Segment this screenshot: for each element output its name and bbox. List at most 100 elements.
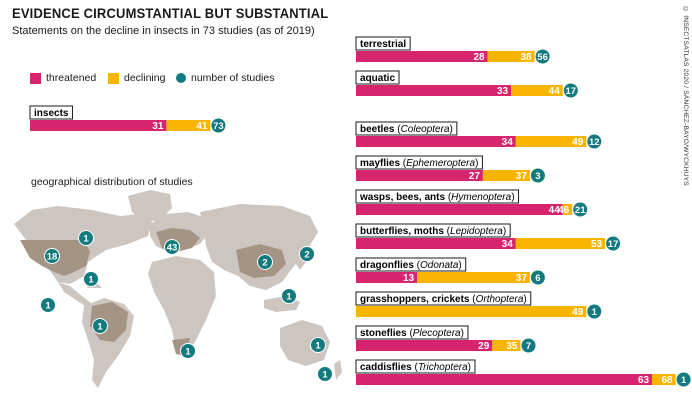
bar-row-9-label-latin-close: ) [461, 328, 464, 339]
bar-row-8-studies-dot [587, 304, 602, 319]
map-marker-europe: 43 [164, 239, 180, 255]
bar-row-5-label-box [355, 189, 520, 204]
bar-row-3-bar-declining [515, 136, 587, 147]
bar-row-1-label-main: terrestrial [360, 39, 406, 50]
bar-row-2-value-threatened: 33 [497, 86, 509, 97]
bar-row-5-bar-declining [562, 204, 573, 215]
bar-row-10-label: caddisflies (Trichoptera) [360, 362, 471, 373]
bar-row-7-label-latin-close: ) [458, 260, 461, 271]
bar-row-9-label-latin: ( [407, 328, 414, 339]
bar-row-10-bar-threatened [356, 374, 653, 385]
bar-row-4-value-threatened: 27 [469, 171, 481, 182]
bar-row-1-label: terrestrial [360, 39, 406, 50]
bar-row-insects-studies-dot [211, 118, 226, 133]
bar-row-5-studies-value: 21 [575, 205, 586, 216]
bar-row-8-bar-declining [356, 306, 587, 317]
bar-row-insects: insects 31 41 73 [29, 105, 226, 133]
map-central-america [58, 282, 92, 308]
bar-row-3-label-latin-close: ) [450, 124, 453, 135]
map-marker-value: 2 [262, 258, 267, 269]
bar-row-8-value-declining: 49 [572, 307, 584, 318]
bar-row-1-bar-declining [487, 51, 535, 62]
bar-row-8-label-box [355, 291, 532, 306]
bar-row-10-label-latin-close: ) [468, 362, 471, 373]
bar-row-2-value-declining: 44 [549, 86, 561, 97]
map-marker-dot [180, 343, 196, 359]
map-marker-value: 1 [88, 275, 94, 286]
map-marker-dot [40, 297, 56, 313]
bar-row-10-label-latin: ( [412, 362, 419, 373]
bar-row-9-studies-value: 7 [526, 341, 531, 352]
map-marker-south-africa: 1 [180, 343, 196, 359]
bar-row-6-label-box [355, 223, 511, 238]
bar-row-7-value-threatened: 13 [403, 273, 415, 284]
map-title: geographical distribution of studies [31, 176, 193, 188]
bar-row-8-label-latin-close: ) [523, 294, 526, 305]
map-marker-value: 1 [97, 322, 103, 333]
map-marker-dot [164, 239, 180, 255]
bar-row-3-label-latin-name: Coleoptera [401, 124, 450, 135]
map-marker-dot [317, 366, 333, 382]
map-marker-new-zealand: 1 [317, 366, 333, 382]
bar-row-4-label-latin-close: ) [475, 158, 478, 169]
map-marker-dot [78, 230, 94, 246]
map-marker-canada: 1 [78, 230, 94, 246]
bar-row-3-label: beetles (Coleoptera) [360, 124, 453, 135]
bar-row-9-studies-dot [521, 338, 536, 353]
bar-row-1-value-declining: 38 [520, 52, 532, 63]
bar-row-10-bar-declining [652, 374, 676, 385]
map-africa [148, 256, 216, 356]
bar-row-4-label: mayflies (Ephemeroptera) [360, 158, 478, 169]
map-marker-value: 43 [167, 243, 178, 254]
bar-row-4-bar-declining [482, 170, 530, 181]
bar-row-6-label-latin: ( [444, 226, 451, 237]
bar-row-3-studies-dot [587, 134, 602, 149]
map-marker-value: 1 [83, 234, 89, 245]
world-map [14, 190, 342, 388]
bar-row-5-value-threatened: 44 [549, 205, 561, 216]
bar-row-4-label-main: mayflies [360, 158, 400, 169]
bar-row-6-label-latin-name: Lepidoptera [450, 226, 503, 237]
bar-row-3-value-threatened: 34 [502, 137, 514, 148]
legend-declining: declining [108, 72, 165, 84]
bar-row-6-value-declining: 53 [591, 239, 603, 250]
bar-row-7-bar-threatened [356, 272, 418, 283]
bar-row-insects-bar-declining [166, 120, 211, 131]
map-marker-southeast-asia: 1 [281, 288, 297, 304]
bar-row-1-studies-dot [535, 49, 550, 64]
bar-row-9-value-declining: 35 [506, 341, 518, 352]
map-marker-value: 1 [286, 292, 292, 303]
bar-row-7-label-latin-name: Odonata [420, 260, 459, 271]
bar-row-10-studies-value: 1 [681, 375, 687, 386]
chart-title: EVIDENCE CIRCUMSTANTIAL BUT SUBSTANTIAL [12, 6, 329, 21]
bar-row-8: grasshoppers, crickets (Orthoptera) 49 1 [355, 291, 602, 319]
bar-row-4-label-latin: ( [400, 158, 407, 169]
map-marker-value: 1 [45, 301, 51, 312]
bar-row-3: beetles (Coleoptera) 34 49 12 [355, 121, 602, 149]
bar-row-9-label-latin-name: Plecoptera [413, 328, 461, 339]
bar-row-4-value-declining: 37 [516, 171, 528, 182]
legend-studies: number of studies [176, 72, 274, 84]
bar-row-5-label-latin-close: ) [511, 192, 514, 203]
bar-row-3-label-box [355, 121, 458, 136]
bar-row-5-studies-dot [573, 202, 588, 217]
bar-row-9: stoneflies (Plecoptera) 29 35 7 [355, 325, 536, 353]
bar-row-2-studies-value: 17 [566, 86, 577, 97]
map-marker-dot [257, 254, 273, 270]
legend-studies-dot [176, 73, 186, 83]
bar-row-insects-label-box [29, 105, 73, 120]
bar-row-10-value-threatened: 63 [638, 375, 650, 386]
bar-row-6-bar-declining [515, 238, 606, 249]
legend-studies-label: number of studies [191, 72, 275, 84]
bar-row-10-label-main: caddisflies [360, 362, 412, 373]
bar-row-3-value-declining: 49 [572, 137, 584, 148]
bar-row-4: mayflies (Ephemeroptera) 27 37 3 [355, 155, 545, 183]
bar-row-3-label-latin: ( [394, 124, 401, 135]
bar-row-9-bar-threatened [356, 340, 493, 351]
legend-declining-swatch [108, 72, 119, 84]
bar-row-insects-value-threatened: 31 [152, 121, 164, 132]
bar-row-1: terrestrial 28 38 56 [355, 36, 550, 64]
